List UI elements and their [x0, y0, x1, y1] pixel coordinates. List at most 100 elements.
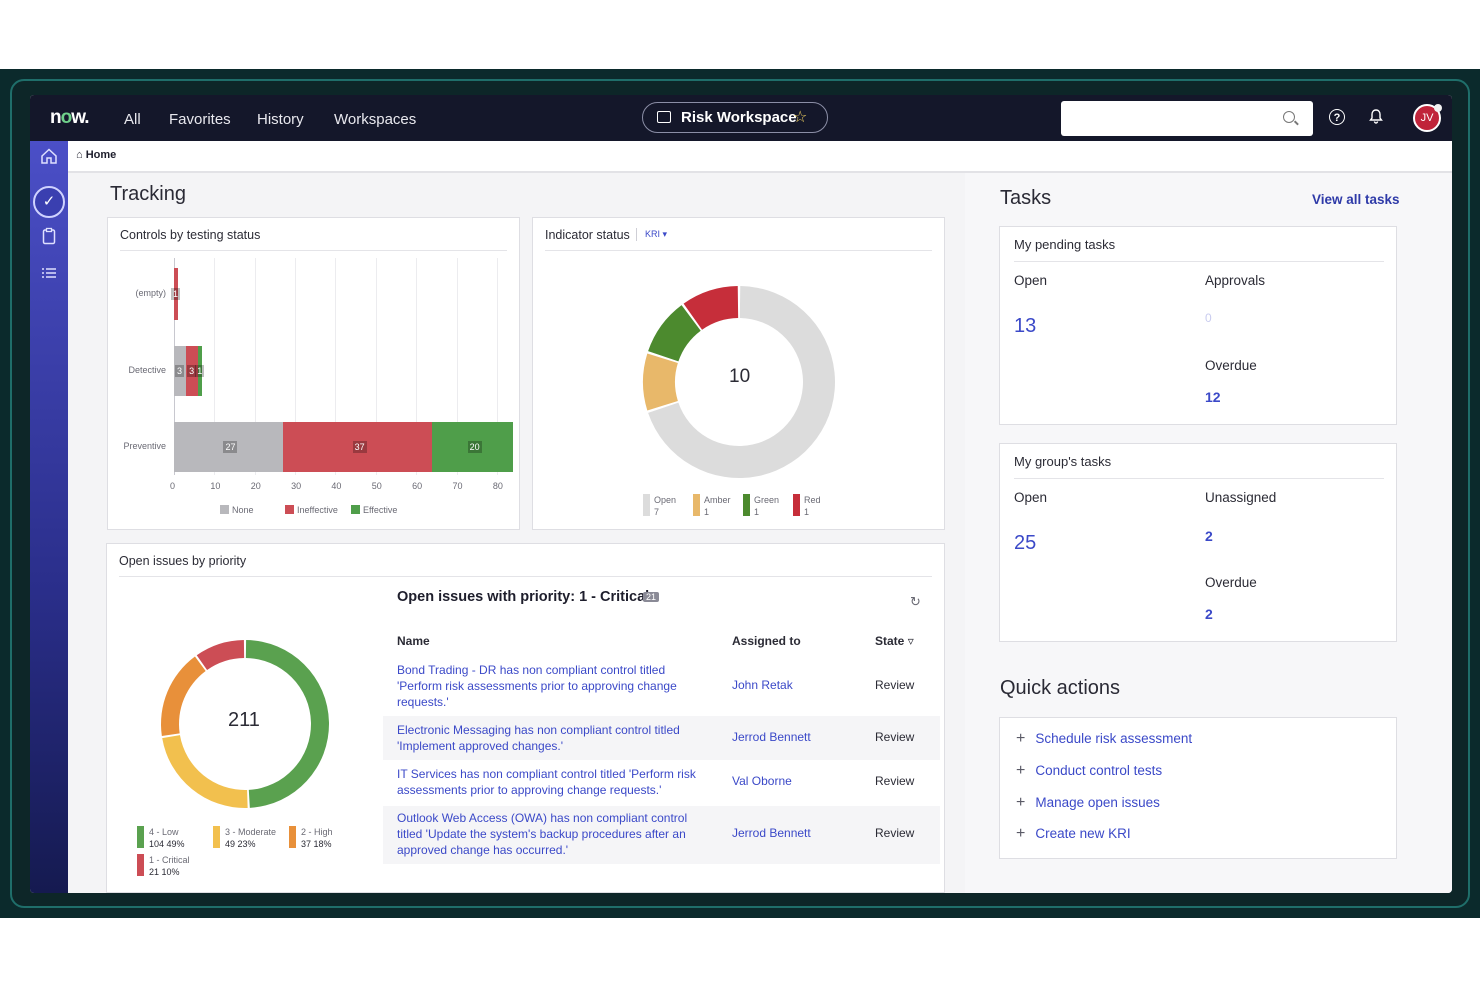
divider	[119, 576, 932, 577]
indicator-donut-chart	[643, 286, 835, 478]
filter-icon[interactable]: ▿	[907, 634, 914, 648]
breadcrumb-home[interactable]: ⌂ Home	[76, 149, 117, 161]
legend-entry-name: Open	[654, 495, 677, 505]
issue-name-link[interactable]: Outlook Web Access (OWA) has non complia…	[397, 811, 688, 857]
group-tasks-title: My group's tasks	[1014, 454, 1112, 469]
donut-slice[interactable]	[683, 286, 739, 330]
action-label: Create new KRI	[1035, 826, 1131, 841]
assignee-link[interactable]: Val Oborne	[732, 774, 792, 788]
list-icon[interactable]	[40, 265, 58, 283]
home-icon[interactable]	[40, 147, 58, 165]
group-open-value[interactable]: 25	[1014, 532, 1037, 554]
global-search-input[interactable]	[1061, 101, 1313, 136]
plus-icon: +	[1016, 825, 1026, 842]
assignee-link[interactable]: Jerrod Bennett	[732, 826, 811, 840]
plus-icon: +	[1016, 794, 1026, 811]
legend-swatch-none	[220, 505, 229, 514]
divider	[1014, 478, 1384, 479]
legend-ineffective: Ineffective	[285, 505, 338, 515]
help-icon[interactable]: ?	[1329, 109, 1345, 125]
gridline	[335, 258, 337, 475]
pending-open-value[interactable]: 13	[1014, 315, 1037, 337]
plus-icon: +	[1016, 730, 1026, 747]
nav-workspaces[interactable]: Workspaces	[334, 111, 417, 128]
nav-history[interactable]: History	[257, 111, 304, 128]
unassigned-value[interactable]: 2	[1205, 528, 1213, 544]
pending-overdue-value[interactable]: 12	[1205, 389, 1221, 405]
bar-segment[interactable]	[186, 346, 199, 396]
legend-effective-label: Effective	[363, 505, 398, 515]
conduct-control-tests-action[interactable]: + Conduct control tests	[1016, 762, 1162, 780]
donut-slice[interactable]	[643, 353, 678, 411]
nav-favorites[interactable]: Favorites	[169, 111, 231, 128]
table-row[interactable]: Bond Trading - DR has non compliant cont…	[383, 658, 940, 712]
table-row[interactable]: IT Services has non compliant control ti…	[383, 761, 940, 803]
issue-name-link[interactable]: IT Services has non compliant control ti…	[397, 767, 696, 797]
column-state[interactable]: State ▿	[875, 634, 914, 648]
now-logo[interactable]: now.	[50, 107, 90, 128]
legend-none-label: None	[232, 505, 254, 515]
donut-slice[interactable]	[648, 305, 701, 362]
legend-entry-percent: 18%	[311, 839, 332, 849]
legend-entry-percent: 49%	[164, 839, 185, 849]
bar-value-label: 3	[175, 365, 185, 377]
legend-effective: Effective	[351, 505, 397, 515]
nav-all[interactable]: All	[124, 111, 141, 128]
bar-segment[interactable]	[198, 346, 203, 396]
favorite-star-icon[interactable]: ☆	[793, 109, 808, 126]
donut-slice[interactable]	[648, 286, 835, 478]
y-category-label: Detective	[128, 365, 166, 375]
legend-entry: 2 - High 37 18%	[301, 826, 333, 850]
x-tick-label: 0	[170, 481, 176, 491]
legend-swatch	[643, 494, 650, 516]
column-name[interactable]: Name	[397, 634, 430, 648]
bell-icon[interactable]	[1368, 109, 1384, 125]
unassigned-label: Unassigned	[1205, 490, 1277, 505]
avatar[interactable]: JV	[1413, 104, 1442, 132]
create-new-kri-action[interactable]: + Create new KRI	[1016, 825, 1131, 843]
issues-card-title: Open issues by priority	[119, 554, 247, 568]
issue-name-link[interactable]: Bond Trading - DR has non compliant cont…	[397, 663, 677, 709]
manage-open-issues-action[interactable]: + Manage open issues	[1016, 794, 1160, 812]
bar-segment[interactable]	[174, 268, 179, 320]
workspace-pill[interactable]: Risk Workspace ☆	[642, 102, 828, 133]
legend-swatch	[213, 826, 220, 848]
approvals-value[interactable]: 0	[1205, 311, 1212, 325]
legend-entry-name: 3 - Moderate	[225, 827, 277, 837]
column-assigned[interactable]: Assigned to	[732, 634, 801, 648]
assignee-link[interactable]: Jerrod Bennett	[732, 730, 811, 744]
refresh-icon[interactable]: ↻	[910, 594, 921, 609]
bar-segment[interactable]	[174, 346, 187, 396]
x-tick-label: 60	[412, 481, 423, 491]
x-tick-label: 80	[492, 481, 503, 491]
search-icon[interactable]	[1283, 111, 1295, 123]
legend-entry: Green 1	[754, 494, 779, 518]
issues-card: Open issues by priority 211 4 - Low 104 4…	[106, 543, 945, 893]
legend-entry: Amber 1	[704, 494, 731, 518]
controls-card: Controls by testing status 0 10 20 30 40 50 60…	[107, 217, 520, 530]
bar-segment[interactable]	[432, 422, 513, 472]
donut-slice[interactable]	[196, 640, 245, 670]
issues-count-badge: 21	[643, 592, 660, 602]
donut-slice[interactable]	[161, 656, 206, 736]
group-overdue-label: Overdue	[1205, 575, 1257, 590]
divider	[545, 250, 932, 251]
kri-filter-dropdown[interactable]: KRI ▾	[645, 229, 668, 239]
table-row[interactable]: Electronic Messaging has non compliant c…	[383, 716, 940, 760]
gridline	[416, 258, 418, 475]
legend-swatch	[137, 854, 144, 876]
table-row[interactable]: Outlook Web Access (OWA) has non complia…	[383, 806, 940, 864]
view-all-tasks-link[interactable]: View all tasks	[1312, 192, 1400, 207]
legend-entry-value: 21 10%	[149, 866, 190, 878]
schedule-risk-assessment-action[interactable]: + Schedule risk assessment	[1016, 730, 1192, 748]
bar-segment[interactable]	[174, 422, 283, 472]
bar-segment[interactable]	[282, 422, 433, 472]
issue-name-link[interactable]: Electronic Messaging has non compliant c…	[397, 723, 680, 753]
group-overdue-value[interactable]: 2	[1205, 606, 1213, 622]
clipboard-icon[interactable]	[40, 227, 58, 245]
donut-slice[interactable]	[162, 735, 248, 808]
plus-icon: +	[1016, 762, 1026, 779]
check-circle-icon[interactable]: ✓	[33, 186, 65, 218]
donut-slice[interactable]	[245, 640, 329, 808]
assignee-link[interactable]: John Retak	[732, 678, 793, 692]
